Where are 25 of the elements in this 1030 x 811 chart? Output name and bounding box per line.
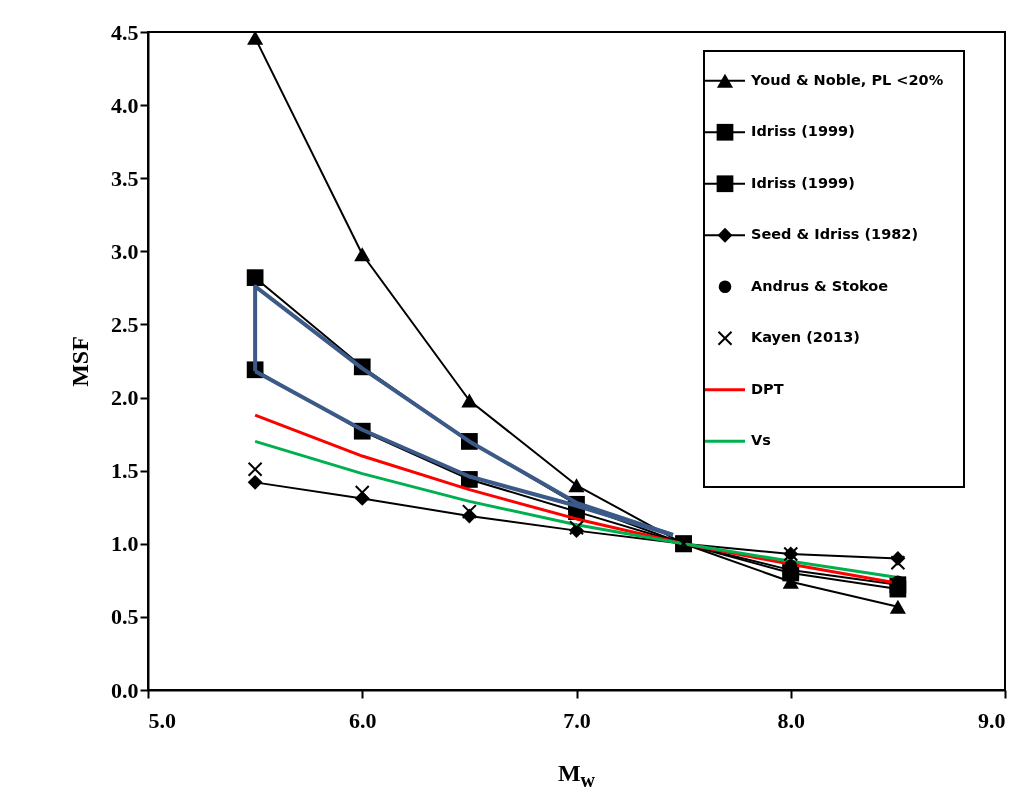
legend-label: Idriss (1999): [751, 123, 855, 140]
y-tick-label: 1.5: [111, 458, 139, 484]
legend-label: DPT: [751, 380, 784, 397]
y-tick-label: 4.5: [111, 19, 139, 45]
y-tick-label: 1.0: [111, 531, 139, 557]
x-axis-title: M$_{w}$: [556, 760, 597, 792]
x-tick-label: 7.0: [563, 707, 591, 733]
y-axis-title: MSF: [67, 336, 93, 387]
y-tick-label: 2.5: [111, 311, 139, 337]
legend-label: Vs: [751, 432, 771, 449]
y-tick-label: 3.0: [111, 238, 139, 264]
x-tick-label: 9.0: [978, 707, 1006, 733]
x-tick-label: 6.0: [349, 707, 377, 733]
legend-label: Idriss (1999): [751, 174, 855, 191]
y-tick-label: 3.5: [111, 165, 139, 191]
y-tick-label: 0.5: [111, 604, 139, 630]
x-tick-label: 5.0: [148, 707, 176, 733]
x-tick-label: 8.0: [777, 707, 805, 733]
y-tick-label: 0.0: [111, 677, 139, 703]
legend-label: Kayen (2013): [751, 329, 860, 346]
y-tick-label: 2.0: [111, 385, 139, 411]
legend-label: Andrus & Stokoe: [751, 277, 889, 294]
y-tick-label: 4.0: [111, 92, 139, 118]
legend-label: Youd & Noble, PL <20%: [750, 71, 944, 88]
legend-label: Seed & Idriss (1982): [751, 226, 919, 243]
